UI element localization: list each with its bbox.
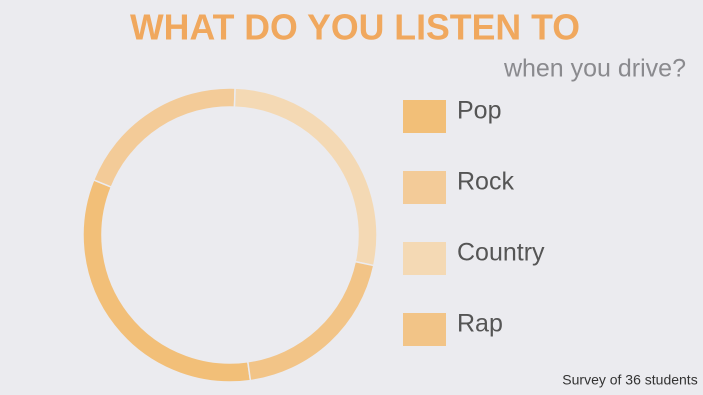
legend-swatch bbox=[403, 171, 446, 204]
legend-label: Country bbox=[457, 239, 545, 267]
chart-subtitle: when you drive? bbox=[503, 55, 686, 83]
legend-label: Rock bbox=[457, 168, 514, 196]
chart-title: WHAT DO YOU LISTEN TO bbox=[130, 7, 580, 48]
legend-label: Rap bbox=[457, 310, 503, 338]
legend-swatch bbox=[403, 313, 446, 346]
donut-segment bbox=[246, 260, 375, 382]
legend-swatch bbox=[403, 242, 446, 275]
legend-label: Pop bbox=[457, 97, 501, 125]
note: Survey of 36 students bbox=[562, 372, 697, 388]
legend-swatch bbox=[403, 100, 446, 133]
